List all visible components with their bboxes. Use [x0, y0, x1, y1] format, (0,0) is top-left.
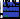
Text: km: km — [0, 5, 2, 19]
Text: (b) Isotropic ice: deformation of internal layers after 750 a: (b) Isotropic ice: deformation of intern… — [2, 0, 20, 3]
Polygon shape — [2, 14, 18, 17]
Polygon shape — [2, 4, 18, 7]
Text: km: km — [0, 0, 2, 12]
Text: (c) Anisotropic ice: deformation of internal layers after 750 a: (c) Anisotropic ice: deformation of inte… — [2, 0, 20, 8]
Polygon shape — [2, 9, 18, 12]
Text: km: km — [0, 0, 2, 18]
